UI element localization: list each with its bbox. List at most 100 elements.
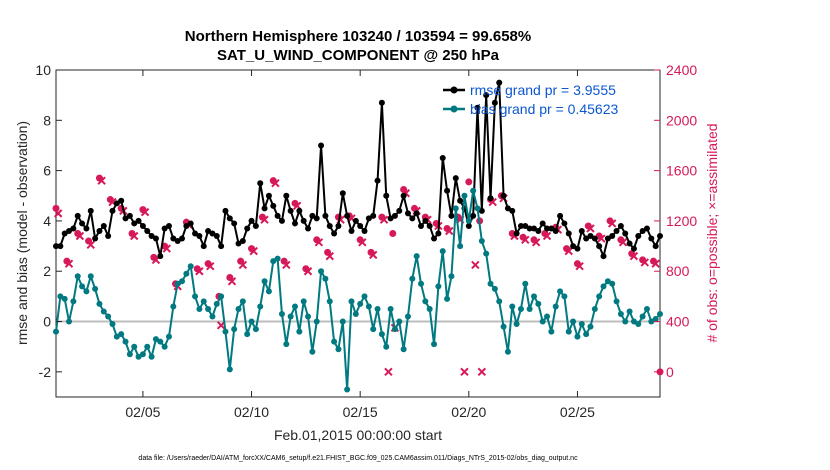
bias-point xyxy=(187,263,194,270)
bias-point xyxy=(374,305,381,312)
bias-point xyxy=(205,305,212,312)
rmse-point xyxy=(418,222,425,229)
bias-point xyxy=(552,303,559,310)
obs-possible-point xyxy=(389,230,397,237)
rmse-point xyxy=(544,225,551,232)
bias-point xyxy=(396,318,403,325)
bias-point xyxy=(448,273,455,280)
bias-point xyxy=(578,321,585,328)
bias-point xyxy=(165,333,172,340)
obs-assimilated-stroke xyxy=(271,178,280,188)
legend: rmse grand pr = 3.9555 bias grand pr = 0… xyxy=(443,82,618,117)
bias-point xyxy=(648,318,655,325)
bias-point xyxy=(335,346,342,353)
rmse-point xyxy=(622,230,629,237)
rmse-point xyxy=(144,227,151,234)
bias-point xyxy=(600,283,607,290)
rmse-point xyxy=(583,235,590,242)
obs-assimilated-stroke xyxy=(597,234,606,243)
bias-point xyxy=(122,338,129,345)
obs-assimilated-point xyxy=(651,259,660,268)
bias-point xyxy=(105,313,112,320)
chart-title: Northern Hemisphere 103240 / 103594 = 99… xyxy=(185,28,531,45)
rmse-point xyxy=(452,175,459,182)
obs-assimilated-point xyxy=(618,238,628,247)
obs-assimilated-stroke xyxy=(238,260,248,270)
x-tick-label: 02/20 xyxy=(451,404,486,420)
legend-bias-marker xyxy=(450,105,458,113)
obs-possible-point xyxy=(400,185,408,193)
rmse-series xyxy=(53,79,663,260)
rmse-point xyxy=(309,212,316,219)
obs-assimilated-point xyxy=(64,259,74,268)
rmse-point xyxy=(161,225,168,232)
rmse-point xyxy=(335,222,342,229)
rmse-point xyxy=(74,212,81,219)
rmse-point xyxy=(53,243,59,250)
rmse-point xyxy=(170,235,177,242)
rmse-point xyxy=(331,230,338,237)
rmse-point xyxy=(422,217,429,224)
rmse-point xyxy=(444,187,451,194)
obs-assimilated-stroke xyxy=(130,231,139,241)
obs-assimilated-stroke xyxy=(108,197,117,207)
bias-point xyxy=(452,205,459,212)
obs-assimilated-stroke xyxy=(521,235,530,244)
y-tick-label: -2 xyxy=(39,364,52,380)
rmse-point xyxy=(209,230,216,237)
bias-point xyxy=(591,305,598,312)
y-tick-label: 8 xyxy=(43,112,51,128)
rmse-point xyxy=(587,233,594,240)
rmse-point xyxy=(231,220,238,227)
obs-assimilated-stroke xyxy=(249,246,258,256)
bias-point xyxy=(248,318,255,325)
rmse-point xyxy=(239,238,246,245)
bias-point xyxy=(161,343,168,350)
y2-axis-label: # of obs: o=possible; ×=assimilated xyxy=(704,123,720,342)
rmse-point xyxy=(287,207,294,214)
rmse-point xyxy=(87,207,94,214)
rmse-point xyxy=(574,245,581,252)
rmse-point xyxy=(278,217,285,224)
bias-point xyxy=(352,310,359,317)
obs-assimilated-point xyxy=(97,176,106,185)
bias-point xyxy=(491,285,498,292)
rmse-point xyxy=(657,233,663,240)
obs-assimilated-point xyxy=(358,238,367,247)
bias-point xyxy=(404,313,411,320)
bias-point xyxy=(596,293,603,300)
x-tick-label: 02/15 xyxy=(343,404,378,420)
bias-point xyxy=(261,278,268,285)
y-tick-label: 0 xyxy=(43,314,51,330)
legend-bias-label: bias grand pr = 0.45623 xyxy=(470,101,618,117)
obs-assimilated-stroke xyxy=(629,251,639,261)
rmse-point xyxy=(218,243,225,250)
rmse-point xyxy=(296,207,303,214)
y-tick-label: 6 xyxy=(43,163,51,179)
obs-assimilated-point xyxy=(53,209,63,218)
bias-point xyxy=(635,321,642,328)
obs-assimilated-point xyxy=(640,258,649,267)
obs-assimilated-point xyxy=(542,231,552,241)
obs-assimilated-stroke xyxy=(75,231,85,241)
bias-point xyxy=(57,293,64,300)
rmse-point xyxy=(157,253,164,260)
rmse-point xyxy=(530,225,537,232)
bias-point xyxy=(231,326,238,333)
bias-point xyxy=(465,217,472,224)
rmse-point xyxy=(539,220,546,227)
obs-assimilated-point xyxy=(249,246,258,256)
rmse-point xyxy=(535,227,542,234)
rmse-point xyxy=(96,227,103,234)
obs-assimilated-point xyxy=(195,267,204,276)
rmse-point xyxy=(179,235,186,242)
bias-point xyxy=(139,351,146,358)
rmse-point xyxy=(404,210,411,217)
rmse-point xyxy=(522,222,529,229)
obs-possible-point xyxy=(465,178,473,186)
bias-point xyxy=(291,303,298,310)
obs-possible-point xyxy=(226,274,234,282)
rmse-point xyxy=(613,227,620,234)
bias-point xyxy=(113,333,120,340)
y-tick-label: 10 xyxy=(35,62,51,78)
